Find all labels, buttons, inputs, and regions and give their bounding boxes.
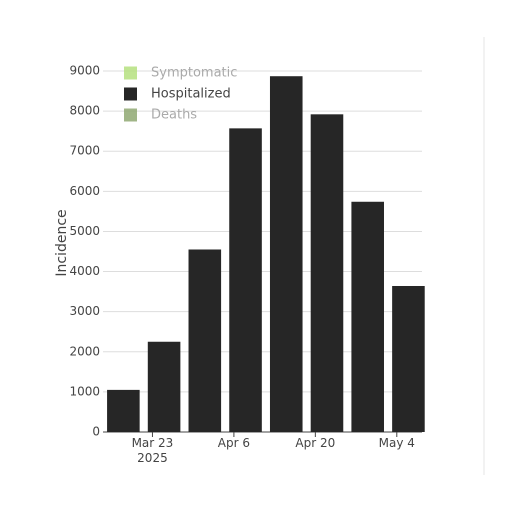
y-axis-title: Incidence [54, 209, 70, 276]
y-tick-label: 4000 [69, 264, 100, 278]
bar [188, 249, 222, 432]
bar [229, 128, 262, 432]
x-tick-label: May 4 [379, 436, 415, 450]
bar [269, 76, 303, 432]
y-tick-label: 0 [92, 425, 100, 439]
y-tick-label: 6000 [69, 184, 100, 198]
x-tick-label: Apr 20 [295, 436, 335, 450]
legend-swatch [124, 66, 137, 80]
legend-label: Hospitalized [151, 87, 231, 102]
x-tick-label: Apr 6 [218, 436, 250, 450]
bar [351, 201, 384, 432]
bar [392, 285, 425, 432]
y-tick-label: 7000 [69, 144, 100, 158]
legend-label: Symptomatic [151, 66, 237, 81]
y-tick-label: 8000 [69, 104, 100, 118]
y-tick-label: 2000 [69, 344, 100, 358]
legend-swatch [124, 108, 137, 122]
legend-swatch [124, 87, 137, 101]
bar [310, 114, 344, 432]
bar [147, 341, 181, 432]
y-tick-label: 3000 [69, 304, 100, 318]
y-tick-label: 1000 [69, 384, 100, 398]
y-tick-label: 5000 [69, 224, 100, 238]
legend-label: Deaths [151, 108, 197, 123]
y-tick-label: 9000 [69, 64, 100, 78]
x-tick-label: Mar 23 2025 [132, 436, 174, 465]
bar [107, 389, 140, 432]
